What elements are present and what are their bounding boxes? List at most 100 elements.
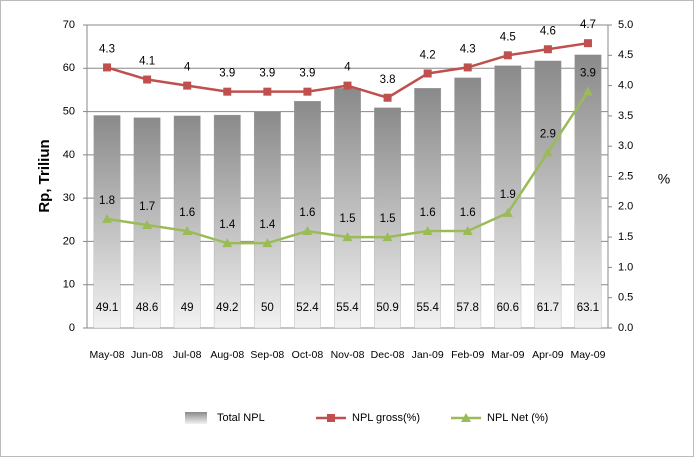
marker — [382, 232, 393, 242]
marker — [502, 207, 513, 217]
y-tick-label: 0 — [69, 322, 75, 334]
y2-tick-label: 2.5 — [618, 170, 633, 182]
y-tick-label: 40 — [63, 149, 75, 161]
point-value-label: 1.5 — [340, 213, 356, 225]
marker — [303, 87, 312, 96]
legend-label: NPL Net (%) — [487, 412, 548, 424]
y2-tick-label: 3.5 — [618, 110, 633, 122]
point-value-label: 1.7 — [139, 201, 155, 213]
bar — [294, 101, 321, 329]
marker — [102, 213, 113, 223]
bar — [253, 111, 281, 329]
marker — [182, 226, 193, 236]
x-tick-label: Jun-08 — [131, 349, 163, 361]
bar-value-label: 50 — [261, 302, 274, 314]
bar-value-label: 63.1 — [577, 302, 599, 314]
point-value-label: 4 — [184, 62, 191, 74]
point-value-label: 3.9 — [580, 68, 596, 80]
marker — [383, 93, 392, 102]
bar — [534, 60, 562, 329]
legend-marker — [461, 413, 471, 422]
x-tick-label: Dec-08 — [371, 349, 405, 361]
y2-tick-label: 3.0 — [618, 140, 633, 152]
legend-marker — [327, 414, 335, 422]
bar-value-label: 49.1 — [96, 302, 118, 314]
y2-tick-label: 4.0 — [618, 80, 633, 92]
bar-value-label: 52.4 — [296, 302, 319, 314]
point-value-label: 4.2 — [420, 50, 436, 62]
marker — [543, 45, 552, 54]
x-tick-label: Feb-09 — [451, 349, 484, 361]
marker — [263, 87, 272, 96]
point-value-label: 3.9 — [259, 68, 275, 80]
y2-tick-label: 5.0 — [618, 19, 633, 31]
marker — [343, 81, 352, 90]
y2-tick-label: 1.0 — [618, 261, 633, 273]
marker — [143, 75, 152, 84]
point-value-label: 4.3 — [460, 43, 476, 55]
y-tick-label: 10 — [63, 279, 75, 291]
x-tick-label: Jul-08 — [173, 349, 202, 361]
bar — [334, 88, 361, 329]
point-value-label: 2.9 — [540, 128, 556, 140]
marker — [142, 219, 153, 229]
point-value-label: 1.5 — [380, 213, 396, 225]
bar — [454, 77, 482, 329]
marker — [103, 63, 112, 72]
marker — [423, 69, 432, 78]
bar-value-label: 55.4 — [336, 302, 359, 314]
bar — [374, 107, 401, 329]
point-value-label: 1.8 — [99, 195, 115, 207]
bar — [213, 114, 241, 329]
y2-tick-label: 0.5 — [618, 292, 633, 304]
y-axis-label: Rp, Triliun — [36, 139, 53, 212]
y2-axis-label: % — [658, 171, 670, 187]
marker — [222, 238, 233, 248]
point-value-label: 3.9 — [299, 68, 315, 80]
marker — [463, 63, 472, 72]
x-tick-label: Jan-09 — [412, 349, 444, 361]
point-value-label: 4.6 — [540, 25, 556, 37]
bar-value-label: 60.6 — [497, 302, 519, 314]
bar-value-label: 50.9 — [376, 302, 398, 314]
y-tick-label: 50 — [63, 105, 75, 117]
point-value-label: 4 — [344, 62, 351, 74]
marker — [183, 81, 192, 90]
bar — [494, 65, 522, 329]
point-value-label: 4.1 — [139, 56, 155, 68]
point-value-label: 1.6 — [460, 207, 476, 219]
marker — [503, 51, 512, 60]
marker — [302, 226, 313, 236]
x-tick-label: May-08 — [90, 349, 125, 361]
marker — [262, 238, 273, 248]
point-value-label: 1.6 — [299, 207, 315, 219]
point-value-label: 4.5 — [500, 31, 516, 43]
y-tick-label: 20 — [63, 235, 75, 247]
point-value-label: 4.3 — [99, 43, 115, 55]
bar-value-label: 61.7 — [537, 302, 559, 314]
x-tick-label: Oct-08 — [292, 349, 324, 361]
marker — [582, 86, 593, 96]
point-value-label: 1.4 — [219, 219, 236, 231]
marker — [462, 226, 473, 236]
x-tick-label: Sep-08 — [250, 349, 284, 361]
point-value-label: 3.8 — [380, 74, 396, 86]
x-tick-label: Mar-09 — [491, 349, 524, 361]
x-tick-label: May-09 — [570, 349, 605, 361]
marker — [583, 39, 592, 48]
marker — [542, 147, 553, 157]
x-tick-label: Apr-09 — [532, 349, 564, 361]
y2-tick-label: 1.5 — [618, 231, 633, 243]
legend-label: Total NPL — [217, 412, 265, 424]
point-value-label: 3.9 — [219, 68, 235, 80]
y2-tick-label: 0.0 — [618, 322, 633, 334]
bar-value-label: 49.2 — [216, 302, 238, 314]
bar — [173, 115, 201, 329]
legend-label: NPL gross(%) — [352, 412, 420, 424]
point-value-label: 1.6 — [420, 207, 436, 219]
y2-tick-label: 4.5 — [618, 49, 633, 61]
bar-value-label: 57.8 — [457, 302, 479, 314]
y-tick-label: 60 — [63, 62, 75, 74]
marker — [223, 87, 232, 96]
